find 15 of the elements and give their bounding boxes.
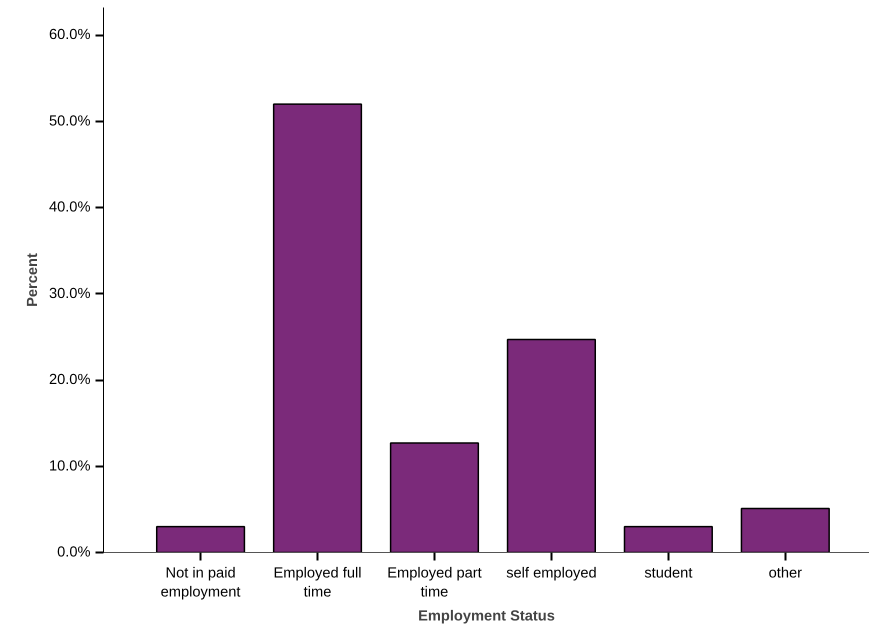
x-tick-label: Employed full time [274, 566, 362, 601]
y-tick-label: 30.0% [48, 286, 91, 302]
x-tick-label: student [644, 566, 692, 582]
y-tick-label: 20.0% [48, 372, 91, 388]
y-tick-label: 10.0% [48, 458, 91, 474]
x-axis-title: Employment Status [418, 608, 555, 625]
x-tick-label: Not in paid employment [160, 566, 240, 601]
x-tick-label: Employed part time [387, 566, 482, 601]
x-tick-label: self employed [506, 566, 597, 582]
y-axis-title: Percent [24, 253, 41, 307]
y-tick-label: 40.0% [48, 200, 91, 216]
y-tick-label: 0.0% [57, 544, 90, 560]
x-tick-label: other [768, 566, 802, 582]
y-tick-label: 50.0% [48, 113, 91, 130]
y-tick-label: 60.0% [48, 27, 91, 44]
